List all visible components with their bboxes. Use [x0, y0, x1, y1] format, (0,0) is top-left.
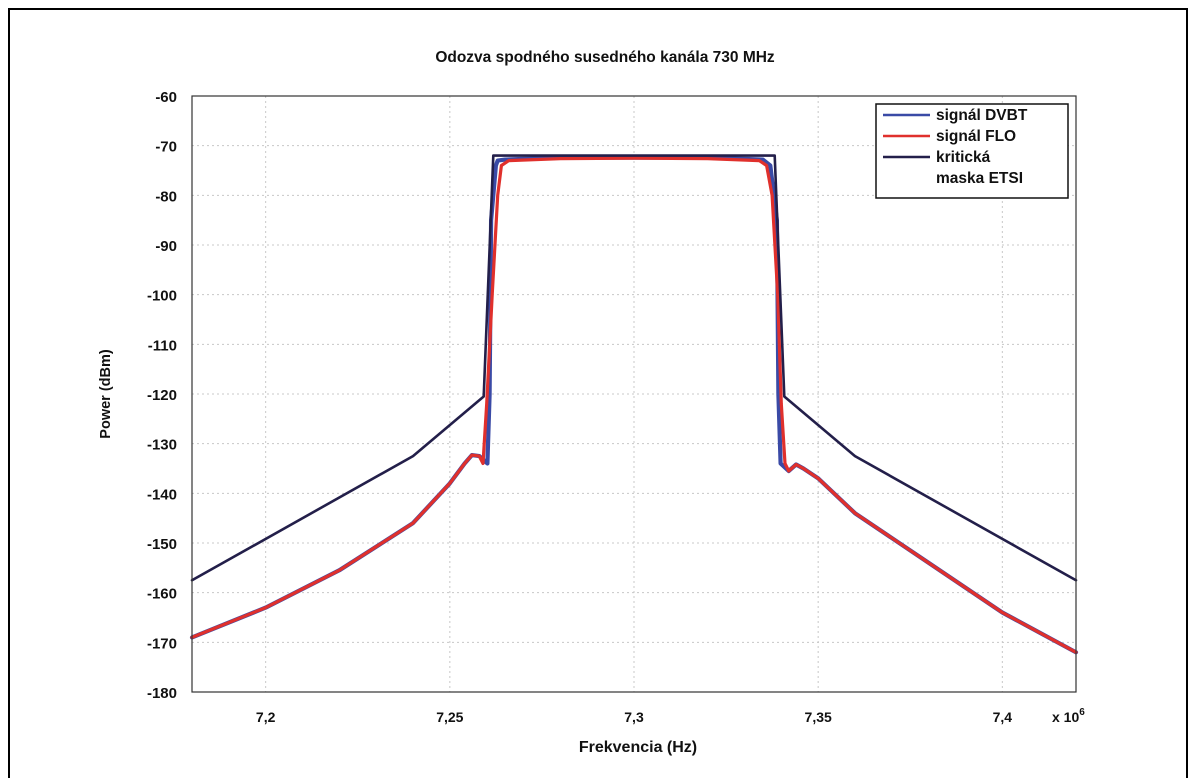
- series-line-flo: [190, 156, 1078, 654]
- x-multiplier: x 106: [1052, 707, 1085, 725]
- y-tick-labels: -60 -70 -80 -90 -100 -110 -120 -130 -140 -150 -160…: [147, 89, 177, 702]
- legend-box: [875, 103, 1069, 199]
- x-tick-label: 7,25: [436, 709, 463, 725]
- legend: signál DVBT signál FLO kritická maska ETSI: [875, 103, 1069, 199]
- y-tick-label: -60: [155, 89, 177, 106]
- legend-label: kritická: [936, 149, 991, 166]
- series-line-etsi-mask: [190, 154, 1078, 582]
- legend-label: signál FLO: [936, 128, 1016, 145]
- x-tick-label: 7,2: [256, 709, 276, 725]
- x-tick-label: 7,3: [624, 709, 644, 725]
- y-tick-label: -180: [147, 685, 177, 702]
- y-tick-label: -100: [147, 288, 177, 305]
- x-axis-label: Frekvencia (Hz): [579, 739, 697, 756]
- chart-title: Odozva spodného susedného kanála 730 MHz: [435, 49, 775, 66]
- legend-label: signál DVBT: [936, 107, 1028, 124]
- y-tick-label: -170: [147, 635, 177, 652]
- x-tick-labels: 7,2 7,25 7,3 7,35 7,4: [256, 709, 1012, 725]
- x-tick-label: 7,35: [805, 709, 832, 725]
- y-tick-label: -140: [147, 486, 177, 503]
- y-tick-label: -70: [155, 139, 177, 156]
- y-tick-label: -160: [147, 586, 177, 603]
- y-tick-label: -110: [148, 337, 177, 354]
- x-multiplier-base: x 10: [1052, 709, 1079, 725]
- y-tick-label: -120: [147, 387, 177, 404]
- x-tick-label: 7,4: [993, 709, 1013, 725]
- y-tick-label: -130: [147, 437, 177, 454]
- y-tick-label: -90: [155, 238, 177, 255]
- plot-area-border: [191, 95, 1077, 693]
- x-multiplier-exponent: 6: [1079, 707, 1085, 718]
- y-axis-label: Power (dBm): [98, 349, 114, 439]
- y-tick-label: -80: [155, 188, 177, 205]
- y-tick-label: -150: [147, 536, 177, 553]
- legend-label: maska ETSI: [936, 170, 1023, 187]
- series-layer: [189, 154, 1079, 655]
